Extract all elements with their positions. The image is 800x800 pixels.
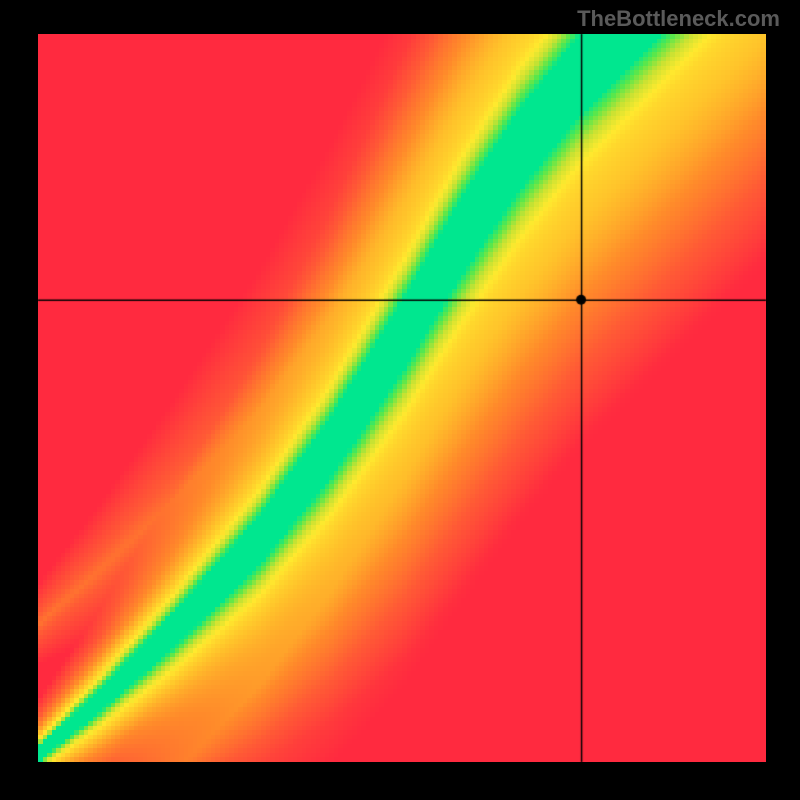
chart-container: TheBottleneck.com xyxy=(0,0,800,800)
watermark-text: TheBottleneck.com xyxy=(577,6,780,32)
crosshair-overlay xyxy=(0,0,800,800)
